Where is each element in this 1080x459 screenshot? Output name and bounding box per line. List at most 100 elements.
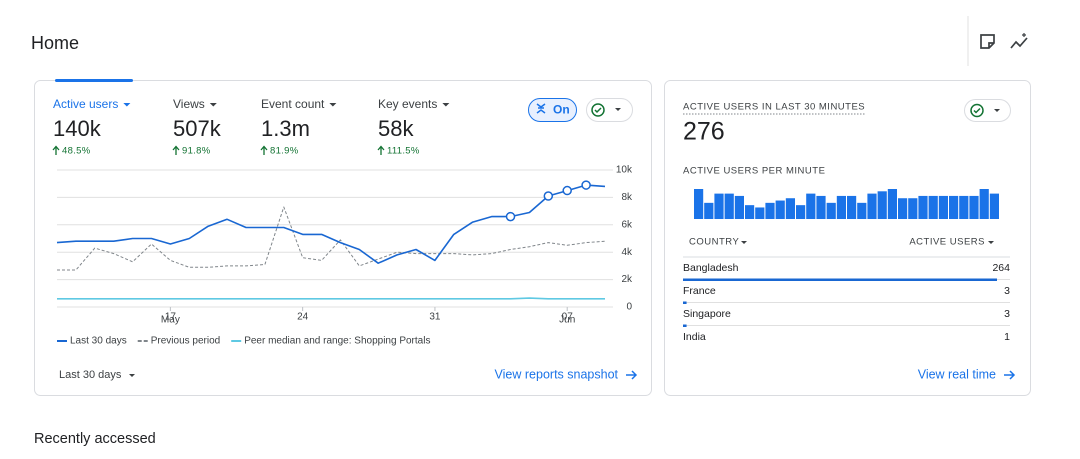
x-tick-label: 17 (165, 312, 177, 323)
metric-change: 81.9% (270, 146, 299, 157)
metric-label: Views (173, 97, 205, 111)
minute-bar (959, 195, 969, 219)
country-name: France (683, 285, 716, 297)
x-tick-label: 31 (429, 312, 441, 323)
minute-bar (908, 198, 918, 219)
minute-bar (704, 202, 714, 219)
y-tick-label: 4k (621, 247, 633, 258)
country-header[interactable]: COUNTRY (689, 237, 747, 248)
series-line (57, 206, 606, 271)
realtime-link[interactable]: View real time (918, 367, 1016, 381)
x-tick-label: 24 (297, 312, 309, 323)
metric-tab[interactable]: Views 507k 91.8% (172, 97, 222, 157)
minute-bar (734, 195, 744, 219)
country-name: Singapore (683, 308, 731, 320)
per-minute-title: ACTIVE USERS PER MINUTE (683, 166, 825, 177)
metric-value: 1.3m (261, 116, 310, 141)
metric-label: Event count (261, 97, 325, 111)
realtime-card (664, 80, 1031, 396)
minute-bar (928, 195, 938, 219)
metric-tab[interactable]: Event count 1.3m 81.9% (260, 97, 337, 157)
reports-link[interactable]: View reports snapshot (495, 367, 638, 381)
page-title: Home (31, 33, 79, 53)
country-users: 264 (992, 262, 1010, 274)
x-tick-label: 07 (562, 312, 574, 323)
minute-bar (796, 205, 806, 219)
metric-label: Key events (378, 97, 437, 111)
users-header[interactable]: ACTIVE USERS (909, 237, 994, 248)
minute-bar (857, 202, 867, 219)
metric-label: Active users (53, 97, 118, 111)
anomaly-marker[interactable] (543, 191, 554, 201)
minute-bar (938, 195, 948, 219)
minute-bar (785, 198, 795, 219)
minute-bar (755, 207, 765, 219)
per-minute-bars (694, 189, 999, 219)
active-tab-indicator (55, 79, 133, 82)
toggle-pill[interactable]: On (528, 98, 577, 122)
status-pill[interactable] (964, 99, 1011, 122)
column-header: COUNTRY (689, 237, 739, 248)
minute-bar (918, 195, 928, 219)
up-arrow (377, 145, 385, 155)
dropdown-caret (442, 103, 450, 107)
minute-bar (867, 193, 877, 219)
minute-bar (724, 193, 734, 219)
y-tick-label: 2k (621, 274, 633, 285)
realtime-value: 276 (683, 118, 725, 146)
country-users: 3 (1004, 308, 1010, 320)
country-name: Bangladesh (683, 262, 739, 274)
date-range-select[interactable]: Last 30 days (59, 369, 135, 381)
country-users: 1 (1004, 331, 1010, 343)
series-line (57, 297, 605, 300)
anomaly-marker[interactable] (505, 211, 516, 222)
minute-bar (979, 189, 989, 219)
legend-label: Peer median and range: Shopping Portals (244, 336, 430, 347)
up-arrow (172, 145, 180, 155)
minute-bar (877, 191, 887, 219)
legend: Last 30 days Previous period Peer median a… (57, 336, 430, 347)
metric-value: 140k (53, 116, 102, 141)
y-tick-label: 6k (621, 219, 633, 230)
y-tick-label: 0 (626, 302, 632, 313)
minute-bar (806, 193, 816, 219)
country-bar (683, 278, 997, 281)
metrics: Active users 140k 48.5% Views 507k 91.8% Event… (52, 97, 450, 157)
metric-value: 507k (173, 116, 222, 141)
bar-track (683, 325, 1010, 326)
country-bar (683, 324, 687, 327)
x-month-label: May (161, 315, 180, 326)
reports-link-text: View reports snapshot (495, 367, 619, 381)
minute-bar (836, 195, 846, 219)
column-header: ACTIVE USERS (909, 237, 985, 248)
minute-bar (949, 195, 959, 219)
minute-bar (714, 193, 724, 219)
dropdown-caret (329, 103, 337, 107)
anomaly-marker[interactable] (562, 185, 572, 196)
minute-bar (969, 195, 979, 219)
metric-value: 58k (378, 116, 414, 141)
minute-bar (816, 195, 826, 219)
section-title: Recently accessed (34, 431, 156, 447)
metric-tab[interactable]: Active users 140k 48.5% (52, 97, 131, 157)
metric-change: 91.8% (182, 146, 211, 157)
dropdown-caret (123, 103, 131, 107)
notes-icon[interactable] (980, 34, 995, 49)
metric-tab[interactable]: Key events 58k 111.5% (377, 97, 450, 157)
toggle-label: On (553, 103, 570, 117)
country-bar (683, 301, 687, 304)
minute-bar (826, 202, 836, 219)
country-table: Bangladesh 264 France 3 Singapore 3 India 1 (683, 262, 1010, 350)
anomaly-marker[interactable] (581, 180, 591, 190)
country-users: 3 (1004, 285, 1010, 297)
y-tick-label: 10k (616, 165, 633, 176)
status-pill[interactable] (586, 98, 633, 122)
date-range: Last 30 days (59, 369, 122, 381)
y-tick-label: 8k (621, 192, 633, 203)
minute-bar (694, 189, 704, 219)
minute-bar (887, 189, 897, 219)
insights-icon[interactable] (1010, 33, 1028, 49)
